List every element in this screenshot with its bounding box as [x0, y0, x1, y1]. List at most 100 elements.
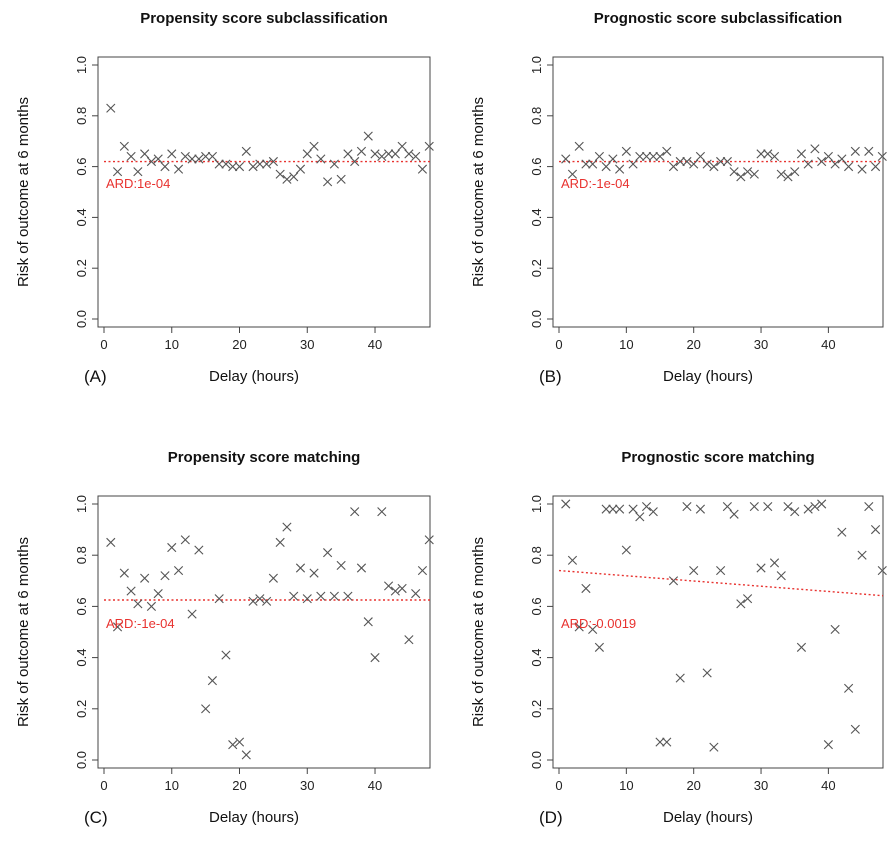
data-point	[133, 167, 143, 177]
y-tick-label: 0.0	[74, 310, 89, 328]
data-point	[289, 172, 299, 182]
data-point	[830, 159, 840, 169]
data-point	[641, 501, 652, 512]
data-point	[790, 507, 800, 517]
data-point	[837, 154, 847, 164]
data-point	[153, 589, 163, 599]
data-point	[769, 151, 780, 162]
data-point	[601, 162, 611, 172]
data-point	[561, 154, 571, 164]
data-point	[356, 146, 367, 156]
plot-frame	[97, 495, 431, 769]
x-tick-label: 40	[821, 778, 835, 793]
data-point	[655, 151, 665, 162]
data-point	[316, 591, 326, 601]
data-point	[574, 622, 584, 632]
data-point	[615, 164, 625, 174]
data-point	[877, 151, 887, 162]
data-point	[356, 563, 367, 573]
x-tick-label: 0	[100, 337, 107, 352]
panel-title: Propensity score subclassification	[140, 10, 388, 27]
data-point	[682, 501, 692, 512]
data-point	[628, 504, 638, 514]
data-point	[248, 596, 258, 606]
data-point	[877, 565, 887, 576]
data-point	[796, 642, 807, 652]
panel-title: Propensity score matching	[168, 449, 361, 466]
data-point	[350, 507, 360, 517]
data-point	[268, 573, 278, 583]
data-point	[803, 159, 813, 169]
data-point	[716, 565, 726, 576]
data-point	[567, 555, 578, 565]
data-point	[424, 535, 434, 545]
y-tick-label: 0.4	[529, 208, 544, 226]
data-point	[329, 591, 339, 601]
x-tick-label: 30	[300, 337, 314, 352]
plot-frame	[97, 56, 431, 328]
data-point	[140, 573, 150, 583]
data-point	[783, 501, 793, 512]
data-point	[167, 542, 177, 553]
data-point	[133, 599, 143, 609]
data-point	[262, 596, 272, 606]
data-point	[641, 151, 652, 162]
data-point	[756, 563, 766, 573]
data-point	[870, 162, 881, 172]
data-point	[404, 149, 414, 159]
data-point	[302, 149, 312, 159]
data-point	[830, 624, 840, 635]
data-point	[790, 167, 800, 177]
x-tick-label: 10	[619, 778, 633, 793]
y-tick-label: 0.4	[74, 208, 89, 226]
y-tick-label: 0.2	[529, 259, 544, 277]
data-point	[282, 522, 292, 532]
data-point	[709, 162, 719, 172]
y-tick-label: 0.8	[74, 546, 89, 564]
data-point	[302, 594, 312, 604]
x-tick-label: 0	[555, 337, 562, 352]
data-point	[628, 159, 638, 169]
data-point	[837, 527, 847, 537]
data-point	[167, 149, 177, 159]
data-point	[594, 151, 604, 162]
data-point	[146, 156, 157, 167]
data-point	[336, 560, 346, 571]
panel-letter: (A)	[84, 367, 107, 386]
data-point	[255, 594, 265, 604]
data-point	[844, 162, 854, 172]
x-tick-label: 0	[555, 778, 562, 793]
trend-line	[558, 569, 883, 597]
y-tick-label: 0.6	[529, 597, 544, 615]
data-point	[397, 583, 407, 594]
data-point	[662, 146, 672, 156]
y-tick-label: 0.0	[529, 751, 544, 769]
data-point	[106, 537, 116, 547]
data-point	[783, 172, 793, 182]
data-point	[648, 151, 658, 162]
x-tick-label: 0	[100, 778, 107, 793]
y-tick-label: 0.6	[74, 597, 89, 615]
data-point	[329, 159, 339, 169]
data-point	[675, 673, 685, 683]
data-point	[140, 149, 150, 159]
y-tick-label: 0.8	[529, 107, 544, 125]
data-point	[749, 501, 759, 512]
data-point	[309, 141, 319, 151]
data-point	[581, 159, 591, 169]
data-point	[588, 159, 598, 169]
x-tick-label: 20	[686, 778, 700, 793]
data-point	[601, 504, 611, 514]
y-tick-label: 0.2	[74, 700, 89, 718]
data-point	[709, 742, 719, 752]
data-point	[241, 146, 251, 156]
data-point	[173, 164, 184, 174]
data-point	[729, 167, 739, 177]
data-point	[350, 156, 360, 167]
data-point	[844, 683, 854, 693]
y-axis-title: Risk of outcome at 6 months	[15, 97, 32, 287]
data-point	[689, 565, 699, 576]
data-point	[187, 154, 197, 164]
data-point	[221, 159, 231, 169]
data-point	[377, 507, 387, 517]
